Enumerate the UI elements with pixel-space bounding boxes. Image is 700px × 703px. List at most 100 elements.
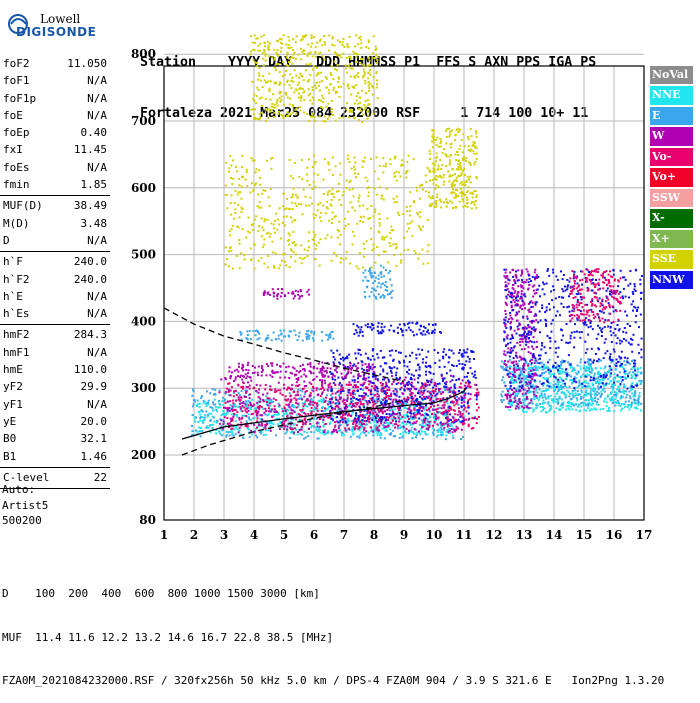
echo-point bbox=[268, 80, 270, 82]
echo-point bbox=[361, 419, 363, 421]
echo-point bbox=[300, 203, 302, 205]
echo-point bbox=[311, 407, 313, 409]
echo-point bbox=[261, 367, 263, 369]
echo-point bbox=[389, 354, 391, 356]
echo-point bbox=[215, 432, 217, 434]
echo-point bbox=[453, 390, 455, 392]
echo-point bbox=[236, 394, 238, 396]
echo-point bbox=[261, 419, 263, 421]
echo-point bbox=[449, 391, 451, 393]
echo-point bbox=[302, 364, 304, 366]
echo-point bbox=[309, 394, 311, 396]
echo-point bbox=[227, 431, 229, 433]
echo-point bbox=[305, 375, 307, 377]
echo-point bbox=[631, 374, 633, 376]
echo-point bbox=[619, 371, 621, 373]
echo-point bbox=[355, 176, 357, 178]
echo-point bbox=[232, 159, 234, 161]
echo-point bbox=[634, 399, 636, 401]
echo-point bbox=[212, 427, 214, 429]
echo-point bbox=[324, 116, 326, 118]
echo-point bbox=[286, 216, 288, 218]
echo-point bbox=[323, 389, 325, 391]
echo-point bbox=[368, 103, 370, 105]
echo-point bbox=[430, 372, 432, 374]
echo-point bbox=[415, 252, 417, 254]
echo-point bbox=[316, 389, 318, 391]
echo-point bbox=[609, 376, 611, 378]
echo-point bbox=[371, 385, 373, 387]
echo-point bbox=[443, 348, 445, 350]
echo-point bbox=[476, 398, 478, 400]
echo-point bbox=[345, 374, 347, 376]
echo-point bbox=[386, 416, 388, 418]
echo-point bbox=[471, 207, 473, 209]
echo-point bbox=[442, 397, 444, 399]
echo-point bbox=[270, 223, 272, 225]
echo-point bbox=[457, 427, 459, 429]
echo-point bbox=[598, 388, 600, 390]
echo-point bbox=[331, 398, 333, 400]
echo-point bbox=[432, 179, 434, 181]
echo-point bbox=[368, 270, 370, 272]
echo-point bbox=[440, 412, 442, 414]
echo-point bbox=[289, 58, 291, 60]
echo-point bbox=[440, 138, 442, 140]
echo-point bbox=[553, 384, 555, 386]
echo-point bbox=[363, 216, 365, 218]
echo-point bbox=[292, 291, 294, 293]
echo-point bbox=[278, 84, 280, 86]
echo-point bbox=[327, 194, 329, 196]
echo-point bbox=[251, 157, 253, 159]
echo-point bbox=[223, 410, 225, 412]
echo-point bbox=[472, 351, 474, 353]
echo-point bbox=[369, 326, 371, 328]
echo-point bbox=[397, 425, 399, 427]
echo-point bbox=[226, 434, 228, 436]
echo-point bbox=[377, 286, 379, 288]
echo-point bbox=[328, 89, 330, 91]
echo-point bbox=[446, 156, 448, 158]
echo-point bbox=[421, 410, 423, 412]
echo-point bbox=[261, 112, 263, 114]
echo-point bbox=[246, 420, 248, 422]
echo-point bbox=[337, 237, 339, 239]
echo-point bbox=[313, 426, 315, 428]
echo-point bbox=[332, 212, 334, 214]
echo-point bbox=[347, 397, 349, 399]
echo-point bbox=[261, 235, 263, 237]
echo-point bbox=[432, 324, 434, 326]
echo-point bbox=[624, 377, 626, 379]
echo-point bbox=[297, 54, 299, 56]
echo-point bbox=[271, 416, 273, 418]
echo-point bbox=[261, 105, 263, 107]
echo-point bbox=[216, 410, 218, 412]
echo-point bbox=[454, 134, 456, 136]
echo-point bbox=[578, 380, 580, 382]
echo-point bbox=[372, 382, 374, 384]
echo-point bbox=[262, 246, 264, 248]
echo-point bbox=[450, 419, 452, 421]
echo-point bbox=[264, 79, 266, 81]
echo-point bbox=[453, 185, 455, 187]
echo-point bbox=[357, 352, 359, 354]
echo-point bbox=[357, 54, 359, 56]
echo-point bbox=[255, 334, 257, 336]
echo-point bbox=[444, 382, 446, 384]
echo-point bbox=[452, 421, 454, 423]
echo-point bbox=[198, 427, 200, 429]
echo-point bbox=[246, 375, 248, 377]
echo-point bbox=[355, 365, 357, 367]
echo-point bbox=[271, 241, 273, 243]
echo-point bbox=[440, 332, 442, 334]
echo-point bbox=[361, 423, 363, 425]
echo-point bbox=[392, 420, 394, 422]
echo-point bbox=[291, 47, 293, 49]
echo-point bbox=[358, 417, 360, 419]
echo-point bbox=[362, 378, 364, 380]
echo-point bbox=[361, 368, 363, 370]
echo-point bbox=[298, 384, 300, 386]
echo-point bbox=[412, 322, 414, 324]
echo-point bbox=[231, 183, 233, 185]
echo-point bbox=[438, 146, 440, 148]
